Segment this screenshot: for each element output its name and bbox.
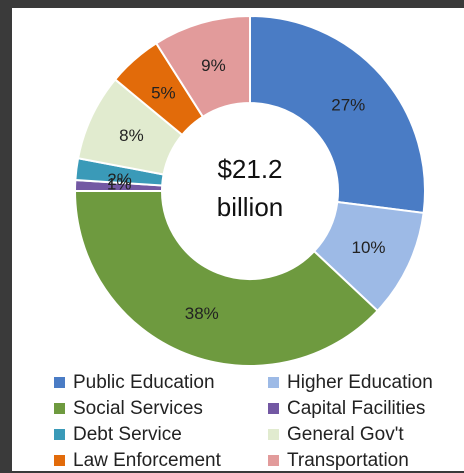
slice-social-services [73,190,379,368]
slice-label-transportation: 9% [201,56,226,75]
legend-label: Transportation [287,449,409,471]
legend-label: Public Education [73,371,215,393]
donut-slices [73,14,426,368]
legend-item-higher-education: Higher Education [268,370,464,395]
legend-item-general-gov-t: General Gov't [268,422,464,447]
center-label-amount: $21.2 [217,154,282,184]
legend-swatch [268,377,279,388]
chart-legend: Public Education Higher Education Social S… [54,370,464,473]
legend-label: Social Services [73,397,203,419]
legend-item-transportation: Transportation [268,448,464,473]
donut-chart: 27% 10% 38% 1%2% 8% 5% 9% $21.2 billion [73,14,426,368]
legend-swatch [54,403,65,414]
legend-item-capital-facilities: Capital Facilities [268,396,464,421]
legend-swatch [268,455,279,466]
slice-transportation [154,14,251,119]
slice-label-social-services: 38% [185,304,219,323]
chart-frame: 27% 10% 38% 1% 2% 8% 5% 9% $21.2 billion Public… [12,8,464,471]
slice-label-higher-education: 10% [352,238,386,257]
legend-item-social-services: Social Services [54,396,268,421]
slice-label-public-education: 27% [331,95,365,114]
slice-label-capital-facilities: 1% [107,174,132,193]
slice-labels: 27% 10% 38% 1%2% 8% 5% 9% [107,56,386,323]
legend-label: Law Enforcement [73,449,221,471]
legend-swatch [54,455,65,466]
slice-label-general-gov-t: 8% [119,126,144,145]
legend-swatch [54,377,65,388]
slice-label-debt-service: 2% [107,170,132,189]
legend-item-debt-service: Debt Service [54,422,268,447]
legend-label: General Gov't [287,423,404,445]
legend-label: Capital Facilities [287,397,426,419]
legend-item-law-enforcement: Law Enforcement [54,448,268,473]
legend-swatch [54,429,65,440]
legend-swatch [268,403,279,414]
slice-label-law-enforcement: 5% [151,84,176,103]
legend-item-public-education: Public Education [54,370,268,395]
legend-label: Higher Education [287,371,433,393]
legend-swatch [268,429,279,440]
center-label-unit: billion [217,192,284,222]
slice-public-education [249,14,426,215]
legend-label: Debt Service [73,423,182,445]
